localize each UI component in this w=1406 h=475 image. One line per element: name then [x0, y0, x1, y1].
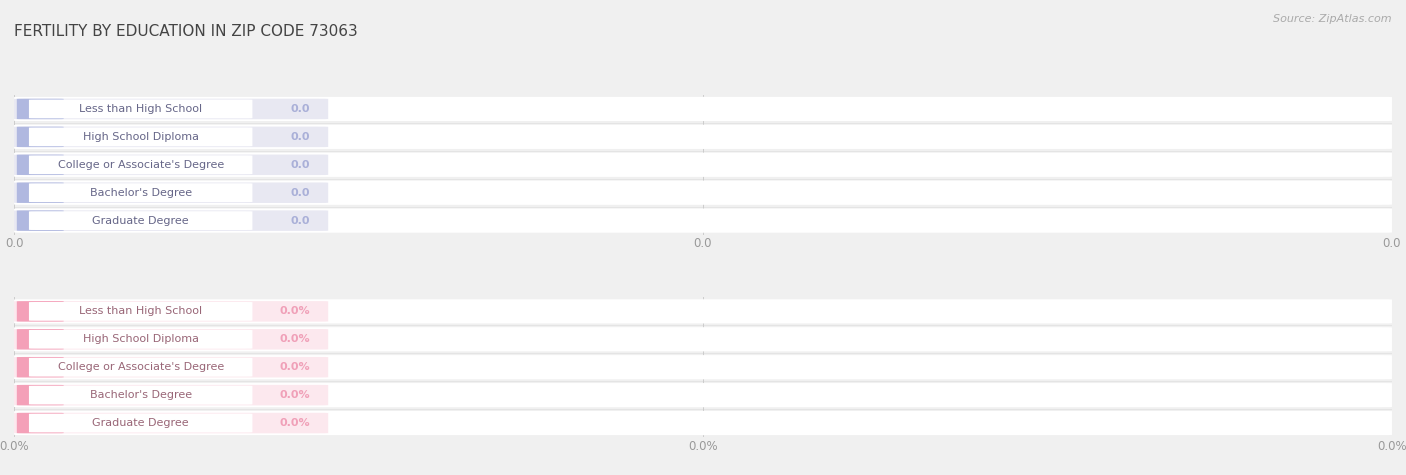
FancyBboxPatch shape [14, 99, 328, 119]
FancyBboxPatch shape [17, 357, 63, 378]
FancyBboxPatch shape [14, 355, 1392, 380]
Text: Less than High School: Less than High School [79, 104, 202, 114]
FancyBboxPatch shape [30, 155, 253, 174]
Text: Bachelor's Degree: Bachelor's Degree [90, 390, 191, 400]
Text: Graduate Degree: Graduate Degree [93, 418, 188, 428]
FancyBboxPatch shape [14, 329, 328, 350]
FancyBboxPatch shape [17, 413, 63, 433]
FancyBboxPatch shape [17, 182, 63, 203]
FancyBboxPatch shape [14, 385, 328, 405]
FancyBboxPatch shape [14, 210, 328, 231]
FancyBboxPatch shape [30, 386, 253, 405]
FancyBboxPatch shape [30, 330, 253, 349]
FancyBboxPatch shape [17, 385, 63, 405]
FancyBboxPatch shape [17, 329, 63, 350]
Text: High School Diploma: High School Diploma [83, 132, 198, 142]
FancyBboxPatch shape [30, 302, 253, 321]
Text: 0.0: 0.0 [291, 104, 311, 114]
Text: Source: ZipAtlas.com: Source: ZipAtlas.com [1274, 14, 1392, 24]
Text: 0.0%: 0.0% [280, 418, 311, 428]
FancyBboxPatch shape [14, 154, 328, 175]
Text: Less than High School: Less than High School [79, 306, 202, 316]
Text: 0.0%: 0.0% [280, 390, 311, 400]
FancyBboxPatch shape [14, 180, 1392, 205]
FancyBboxPatch shape [30, 211, 253, 230]
FancyBboxPatch shape [14, 301, 328, 322]
FancyBboxPatch shape [14, 97, 1392, 121]
FancyBboxPatch shape [14, 182, 328, 203]
Text: FERTILITY BY EDUCATION IN ZIP CODE 73063: FERTILITY BY EDUCATION IN ZIP CODE 73063 [14, 24, 357, 39]
FancyBboxPatch shape [30, 183, 253, 202]
FancyBboxPatch shape [17, 127, 63, 147]
Text: 0.0%: 0.0% [280, 334, 311, 344]
Text: College or Associate's Degree: College or Associate's Degree [58, 362, 224, 372]
FancyBboxPatch shape [30, 100, 253, 118]
FancyBboxPatch shape [14, 357, 328, 378]
FancyBboxPatch shape [14, 411, 1392, 435]
FancyBboxPatch shape [17, 154, 63, 175]
FancyBboxPatch shape [14, 152, 1392, 177]
FancyBboxPatch shape [14, 125, 1392, 149]
FancyBboxPatch shape [17, 301, 63, 322]
FancyBboxPatch shape [14, 327, 1392, 352]
Text: 0.0: 0.0 [291, 216, 311, 226]
FancyBboxPatch shape [30, 414, 253, 432]
FancyBboxPatch shape [30, 358, 253, 377]
Text: 0.0: 0.0 [291, 160, 311, 170]
FancyBboxPatch shape [14, 127, 328, 147]
FancyBboxPatch shape [14, 299, 1392, 323]
FancyBboxPatch shape [14, 209, 1392, 233]
FancyBboxPatch shape [17, 210, 63, 231]
Text: Bachelor's Degree: Bachelor's Degree [90, 188, 191, 198]
FancyBboxPatch shape [14, 413, 328, 433]
FancyBboxPatch shape [17, 99, 63, 119]
Text: 0.0: 0.0 [291, 188, 311, 198]
Text: Graduate Degree: Graduate Degree [93, 216, 188, 226]
Text: 0.0%: 0.0% [280, 362, 311, 372]
Text: 0.0%: 0.0% [280, 306, 311, 316]
Text: High School Diploma: High School Diploma [83, 334, 198, 344]
Text: 0.0: 0.0 [291, 132, 311, 142]
FancyBboxPatch shape [30, 127, 253, 146]
FancyBboxPatch shape [14, 383, 1392, 407]
Text: College or Associate's Degree: College or Associate's Degree [58, 160, 224, 170]
